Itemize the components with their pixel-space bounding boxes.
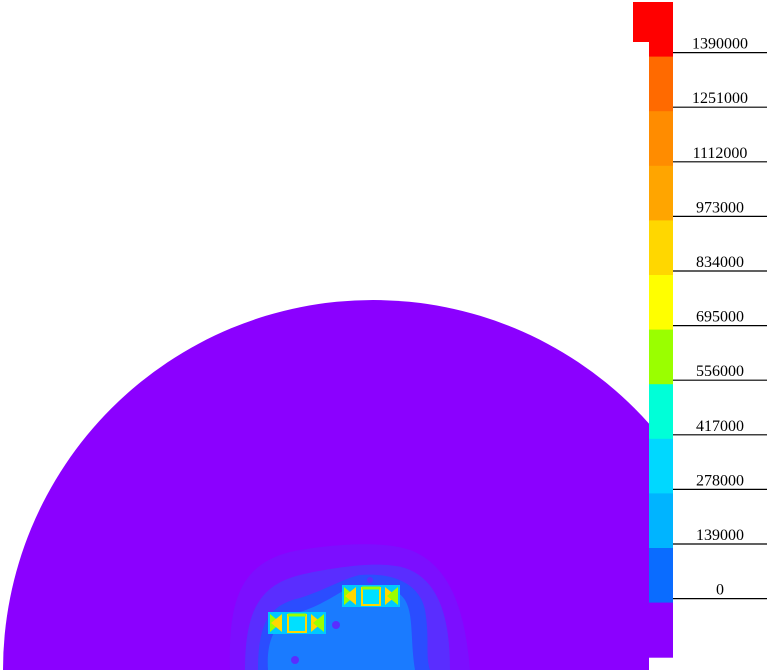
colorbar-segment: [649, 384, 673, 440]
colorbar-segment: [649, 111, 673, 167]
colorbar-label: 417000: [696, 418, 744, 435]
colorbar-segment: [649, 220, 673, 276]
conductor-group-lower: [268, 612, 326, 634]
colorbar-segment: [649, 165, 673, 221]
colorbar-label: 1251000: [692, 90, 748, 107]
colorbar-segment: [649, 548, 673, 604]
colorbar-label: 139000: [696, 527, 744, 544]
colorbar-label: 1112000: [693, 145, 748, 162]
field-dot: [367, 577, 373, 583]
colorbar-segment: [649, 493, 673, 549]
colorbar: 1390000125100011120009730008340006950005…: [633, 2, 767, 658]
colorbar-label: 556000: [696, 363, 744, 380]
colorbar-segment: [649, 275, 673, 331]
colorbar-segment: [649, 56, 673, 112]
field-dot: [332, 621, 340, 629]
colorbar-label: 973000: [696, 199, 744, 216]
field-dot: [291, 656, 299, 664]
colorbar-label: 834000: [696, 254, 744, 271]
colorbar-label: 0: [716, 582, 724, 599]
conductor-group-upper: [342, 585, 400, 607]
colorbar-label: 1390000: [692, 36, 748, 53]
colorbar-top-swatch: [633, 2, 673, 42]
colorbar-segment: [649, 329, 673, 385]
colorbar-segment: [649, 438, 673, 494]
field-domain: [3, 300, 649, 670]
semicircle-domain: [3, 300, 649, 670]
colorbar-segment: [649, 602, 673, 658]
colorbar-label: 695000: [696, 309, 744, 326]
colorbar-label: 278000: [696, 472, 744, 489]
